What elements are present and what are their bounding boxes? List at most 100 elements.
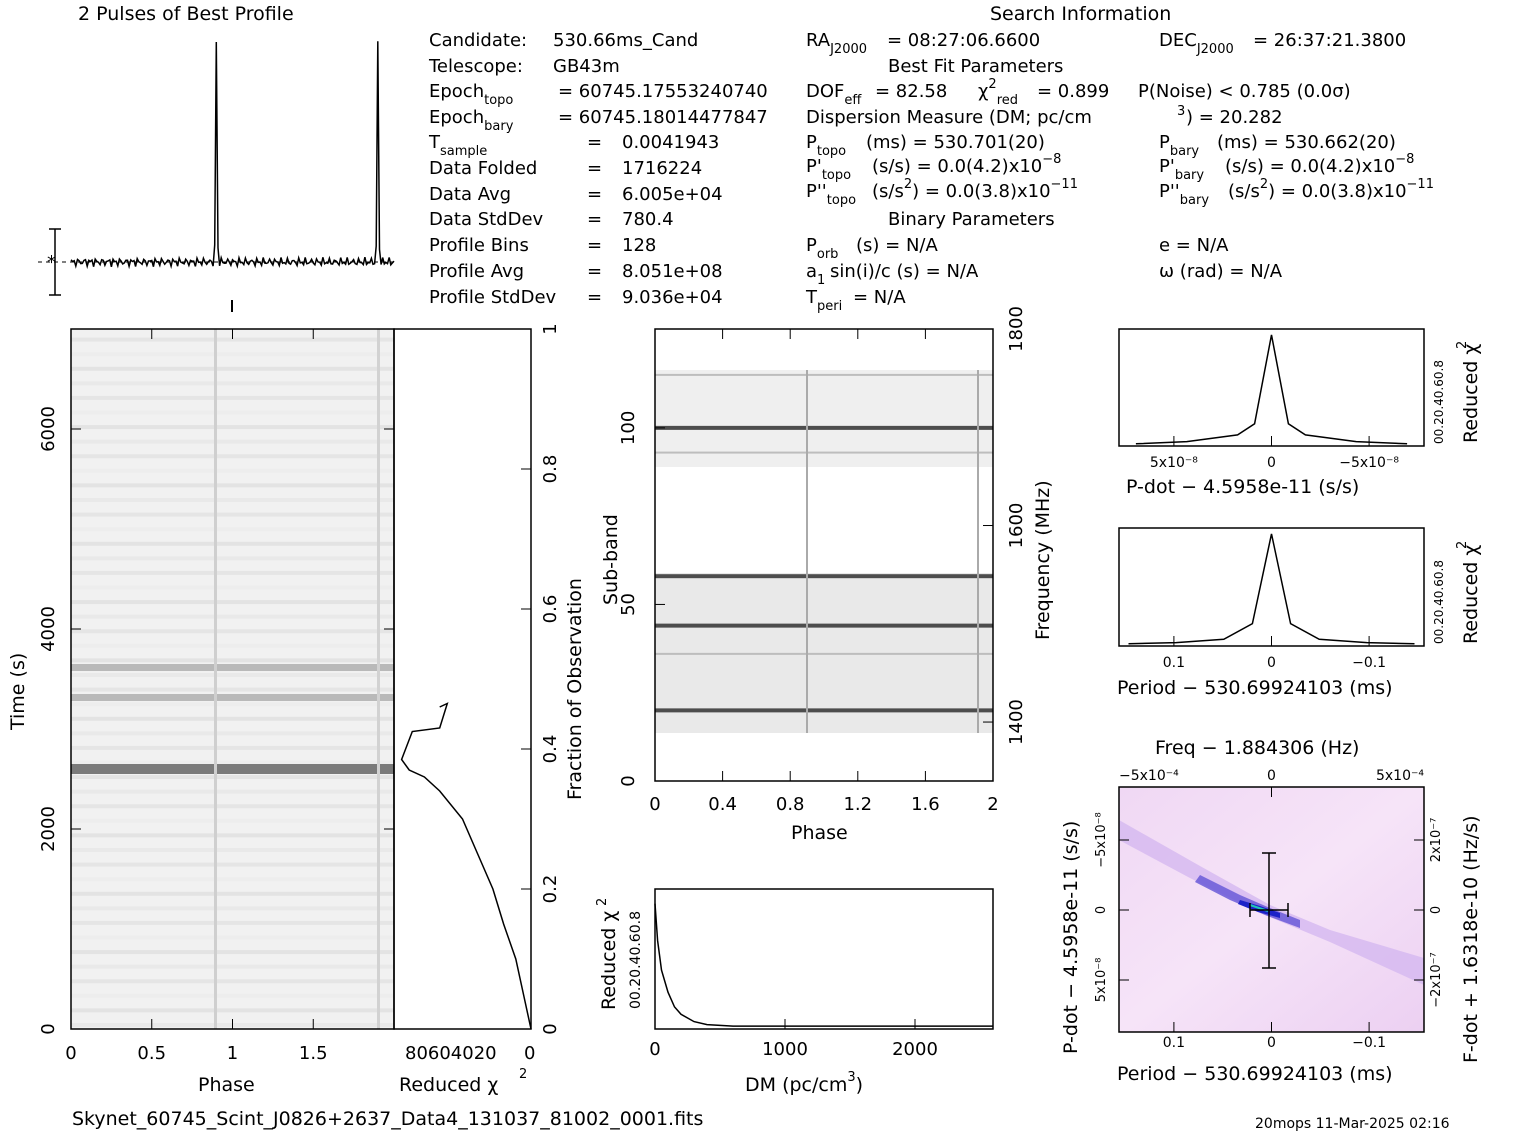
sb-xtick-label: 2 [987,794,998,815]
tp-row [71,877,394,882]
tp-row [71,979,394,984]
chi2-time-xlabel: Reduced χ [399,1074,498,1096]
svg-text:=: = [587,235,602,256]
info-pnoise: P(Noise) < 0.785 (0.0σ) [1138,81,1351,102]
peak-xtick-label: 0 [1267,655,1276,671]
info-pdot-bary: (s/s) = 0.0(4.2)x10 [1225,156,1395,177]
sb-faint-row [655,652,993,655]
info-dof: = 82.58 [875,81,947,102]
info-pdot-topo-exp: −8 [1042,152,1061,167]
info-pddot-topo-val: ) = 0.0(3.8)x10 [912,181,1050,202]
tp-row [71,775,394,780]
info-a1sini: sin(i)/c (s) = N/A [830,261,979,282]
svg-text:DM (pc/cm3): DM (pc/cm3) [745,1070,863,1096]
tp-row [71,658,394,663]
tp-row [71,964,394,969]
svg-text:=: = [587,261,602,282]
tp-row [71,789,394,794]
peak-ytick-label: 00.20.40.60.8 [1432,560,1446,644]
svg-text:2: 2 [1455,341,1470,349]
info-epochbary-sub: bary [484,119,514,134]
info-pddot-topo-exp: −11 [1051,177,1078,192]
tp-row [71,862,394,867]
candidate-info: Candidate: 530.66ms_Cand Telescope: GB43… [428,3,1434,314]
tp-xtick-label: 0.5 [137,1043,166,1064]
pdot-xlabel: P-dot − 4.5958e-11 (s/s) [1126,476,1359,498]
pdot-ylabel: Reduced χ [1460,344,1482,443]
svg-text:P'topo: P'topo [806,156,851,183]
svg-text:a1: a1 [806,261,825,288]
svg-text:3: 3 [1177,104,1185,119]
pp-y2tick-label: 2x10⁻⁷ [1429,818,1444,863]
svg-text:=: = [587,209,602,230]
info-pddot-bary-val: ) = 0.0(3.8)x10 [1268,181,1406,202]
tp-ytick-label: 6000 [38,406,59,452]
svg-text:(s/s2) = 0.0(3.8)x10−11: (s/s2) = 0.0(3.8)x10−11 [872,177,1078,202]
tp-row [71,687,394,692]
svg-text:Tperi: Tperi [805,287,842,314]
tp-row [71,673,394,677]
pp-xtick-label: −0.1 [1352,1035,1386,1051]
info-pddot-bary: (s/s [1228,181,1260,202]
sb-dark-row [655,708,993,713]
footer-filename: Skynet_60745_Scint_J0826+2637_Data4_1310… [72,1108,703,1130]
tp-row [71,906,394,911]
svg-text:Ptopo: Ptopo [806,132,846,159]
sb-faint-row [655,451,993,454]
best-fit-title: Best Fit Parameters [888,56,1063,77]
sb-ytick-label: 50 [618,593,639,616]
chi2-time-ytick-label: 0.8 [540,455,561,484]
info-pdot-topo: (s/s) = 0.0(4.2)x10 [872,156,1042,177]
info-ra: = 08:27:06.6600 [887,30,1040,51]
tp-row [71,425,394,430]
info-pdot-bary-exp: −8 [1395,152,1414,167]
svg-text:=: = [587,287,602,308]
pp-y2tick-label: −2x10⁻⁷ [1429,952,1444,1007]
period-panel: 0.1 0 −0.1 00.20.40.60.8 Period − 530.69924… [1117,527,1482,699]
tp-row [71,410,394,415]
peak-xtick-label: 5x10⁻⁸ [1150,455,1198,471]
info-pstd-value: 9.036e+04 [622,287,723,308]
tp-row [71,395,394,400]
tp-ytick-label: 2000 [38,806,59,852]
ppdot-y2label: F-dot + 1.6318e-10 (Hz/s) [1460,815,1482,1063]
info-chi2: = 0.899 [1037,81,1109,102]
sb-xtick-label: 0.8 [776,794,805,815]
dm-ylabel: Reduced χ [598,911,620,1010]
profile-line [70,41,395,270]
footer-stamp: 20mops 11-Mar-2025 02:16 [1255,1116,1450,1132]
svg-text:*: * [47,252,56,273]
info-porb: (s) = N/A [856,235,938,256]
svg-text:=: = [587,132,602,153]
tp-row [71,1008,394,1013]
tp-row [71,848,394,852]
tp-row [71,600,394,605]
pp-ytick-label: 5x10⁻⁸ [1094,958,1109,1003]
tp-xtick-label: 1.5 [299,1043,328,1064]
pp-ytick-label: 0 [1094,906,1109,914]
pdot-line [1135,334,1408,445]
chi2-time-xtick-label: 80604020 [405,1043,497,1064]
sb-dark-row [655,623,993,628]
info-tperi: = N/A [853,287,906,308]
tp-row [71,920,394,925]
info-omega: ω (rad) = N/A [1159,261,1283,282]
pp-xtick-label: 0 [1267,1035,1276,1051]
info-avg-label: Data Avg [429,184,511,205]
info-e: e = N/A [1159,235,1229,256]
ppdot-ylabel: P-dot − 4.5958e-11 (s/s) [1060,821,1082,1054]
tp-row [71,585,394,590]
info-tsample-value: 0.0041943 [622,132,719,153]
subband-y2label: Frequency (MHz) [1032,480,1054,640]
ppdot-xlabel: Period − 530.69924103 (ms) [1117,1063,1393,1085]
tp-ytick-label: 4000 [38,606,59,652]
tp-row [71,716,394,721]
tp-row [71,629,394,634]
tp-row [71,833,394,838]
svg-text:(s/s) = 0.0(4.2)x10−8: (s/s) = 0.0(4.2)x10−8 [1225,152,1414,177]
info-pbary: (ms) = 530.662(20) [1217,132,1396,153]
dm-xtick-label: 1000 [762,1039,808,1060]
subband-panel: 0 0.4 0.8 1.2 1.6 2 0 50 100 1400 1600 1800 Phase S… [600,306,1054,844]
info-tsample-label: T [428,132,441,153]
tp-row [71,950,394,955]
